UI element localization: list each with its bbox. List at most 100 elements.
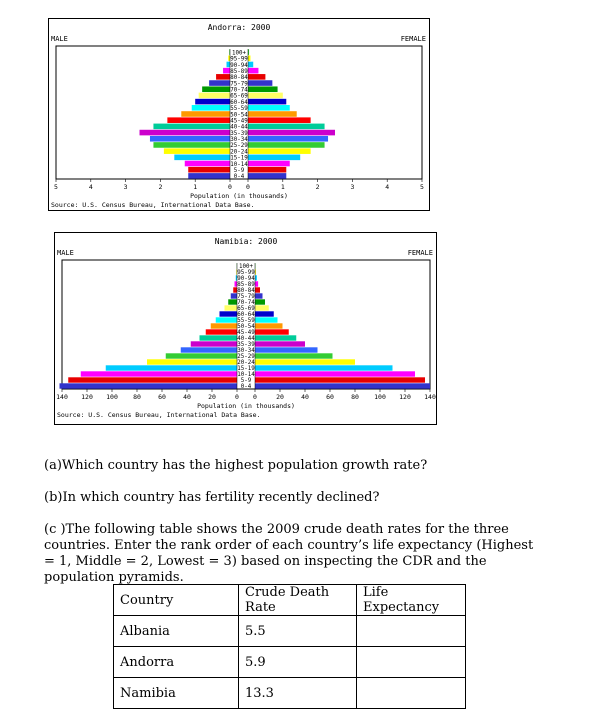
tick-label: 4 [89,183,93,191]
male-bar [228,299,237,305]
male-label: MALE [57,249,74,257]
tick-label: 3 [124,183,128,191]
age-group-label: 70-74 [230,88,248,94]
male-bar [190,341,237,347]
male-bar [184,160,230,167]
female-bar [248,111,297,117]
male-bar [147,359,237,365]
tick-label: 4 [385,183,389,191]
male-bar [229,49,230,55]
tick-label: 20 [208,393,216,401]
namibia-pyramid-svg: Namibia: 2000 MALE FEMALE 100+95-9990-9485-… [56,237,436,419]
female-label: FEMALE [401,35,426,43]
tick-label: 1 [281,183,285,191]
female-bar [248,160,290,167]
female-bar [255,305,269,311]
age-group-label: 0-4 [241,384,252,390]
male-bar [139,129,230,136]
table-row: Albania 5.5 [113,615,466,647]
life-expectancy-input-cell[interactable] [356,646,466,678]
female-bar [255,323,283,329]
female-bar [255,371,415,377]
tick-label: 3 [350,183,354,191]
female-bar [248,105,290,111]
male-bar [195,98,230,105]
female-bar [248,67,259,74]
male-bar [188,173,230,179]
female-bar [248,49,250,55]
male-bar [236,269,237,275]
female-bar [255,329,289,335]
female-bar [248,129,335,136]
male-label: MALE [51,35,68,43]
female-bar [255,353,333,359]
age-group-label: 5-9 [241,378,252,384]
male-bar [202,86,230,93]
male-bar [198,92,230,99]
female-bar [255,365,393,371]
male-bar [163,148,230,154]
female-bar [255,275,257,281]
male-bar [188,166,230,173]
female-bar [255,335,297,341]
female-bar [248,55,251,62]
female-bar [248,123,325,130]
life-expectancy-input-cell[interactable] [356,615,466,647]
age-group-label: 5-9 [234,168,245,174]
tick-label: 60 [158,393,166,401]
question-c: (c )The following table shows the 2009 c… [44,522,534,585]
age-group-label: 95-99 [230,57,248,63]
tick-label: 0 [253,393,257,401]
male-bar [235,275,237,281]
male-bar [210,323,237,329]
header-country: Country [113,584,239,616]
male-bar [59,383,237,389]
age-group-label: 60-64 [230,100,248,106]
tick-label: 100 [374,393,386,401]
tick-label: 40 [301,393,309,401]
male-bar [223,67,230,74]
header-life-expectancy: Life Expectancy [356,584,466,616]
tick-label: 80 [133,393,141,401]
male-bar [153,123,230,130]
female-bar [255,311,274,317]
header-crude-death-rate: Crude Death Rate [238,584,357,616]
age-group-label: 50-54 [237,324,255,330]
tick-label: 2 [158,183,162,191]
age-group-label: 35-39 [237,342,255,348]
life-expectancy-input-cell[interactable] [356,677,466,709]
male-bar [167,117,230,123]
female-bar [255,287,260,293]
age-group-label: 20-24 [230,149,248,155]
age-group-label: 20-24 [237,360,255,366]
female-bar [248,80,273,86]
female-bar [248,117,311,123]
andorra-pyramid-chart: Andorra: 2000 MALE FEMALE 100+ 95-99 90-94 85-… [48,18,430,211]
tick-label: 0 [228,183,232,191]
female-bar [255,269,256,275]
pyramid-title: Andorra: 2000 [208,23,271,32]
tick-label: 40 [183,393,191,401]
country-cell: Albania [113,615,239,647]
age-group-label: 75-79 [230,81,248,87]
male-bar [233,287,237,293]
question-a: (a)Which country has the highest populat… [44,458,428,473]
x-axis-label: Population (in thousands) [190,192,288,200]
tick-label: 5 [420,183,424,191]
female-bar [248,86,278,93]
female-label: FEMALE [408,249,433,257]
age-group-label: 0-4 [234,174,245,180]
age-group-label: 70-74 [237,300,255,306]
female-bar [248,173,287,179]
age-group-label: 35-39 [230,131,248,137]
age-group-label: 65-69 [237,306,255,312]
tick-label: 0 [246,183,250,191]
female-bar [255,281,259,287]
andorra-pyramid-svg: Andorra: 2000 MALE FEMALE 100+95-9990-9485-… [51,23,426,209]
source-note: Source: U.S. Census Bureau, Internationa… [51,201,255,209]
female-bar [248,135,329,142]
age-group-label: 85-89 [230,69,248,75]
age-group-label: 50-54 [230,112,248,118]
source-note: Source: U.S. Census Bureau, Internationa… [57,411,261,419]
female-bar [248,142,325,148]
